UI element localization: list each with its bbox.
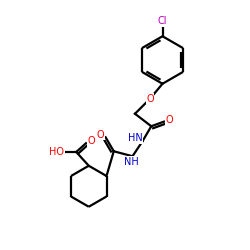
Text: O: O [166, 115, 173, 125]
Text: Cl: Cl [158, 16, 167, 26]
Text: O: O [146, 94, 154, 104]
Text: O: O [88, 136, 95, 146]
Text: HO: HO [49, 147, 64, 157]
Text: O: O [97, 130, 104, 140]
Text: HN: HN [128, 133, 143, 143]
Text: NH: NH [124, 157, 138, 167]
